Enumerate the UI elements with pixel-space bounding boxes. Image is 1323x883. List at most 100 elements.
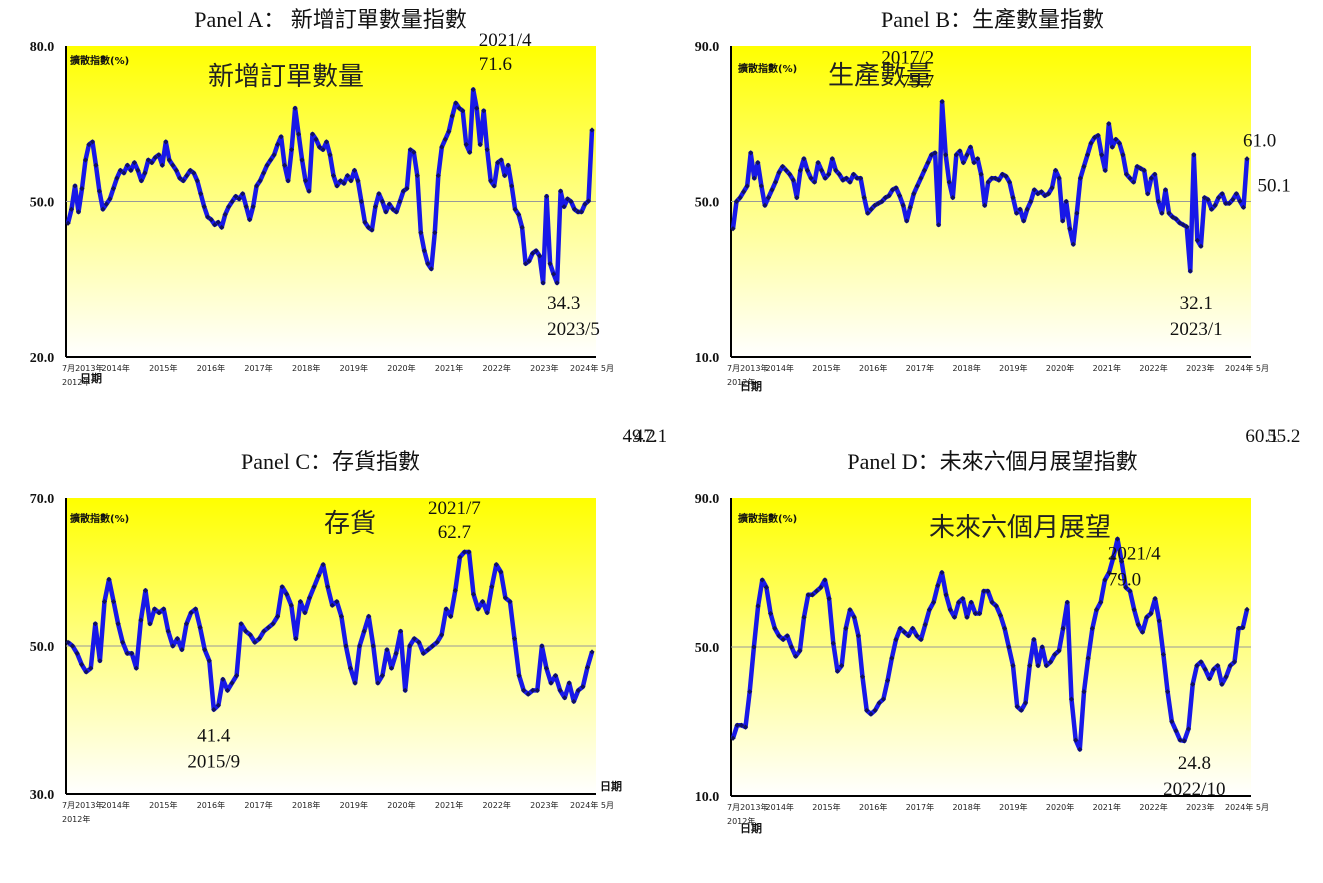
data-point [474,105,480,111]
data-point [925,160,931,166]
data-point [177,175,183,181]
data-point [548,680,554,686]
data-point [257,178,263,184]
data-point [404,185,410,192]
data-point [466,549,472,555]
data-point [880,696,887,702]
data-point [498,157,504,163]
data-point [1226,200,1232,207]
data-point [240,191,246,197]
data-point [89,139,96,145]
data-point [439,144,445,150]
data-point [208,217,214,223]
data-point [953,152,959,158]
data-point [1077,175,1083,181]
data-point [295,131,302,137]
data-point [432,230,438,236]
data-point [1173,728,1179,734]
data-point [288,147,295,153]
data-point [1114,536,1121,542]
y-tick-label: 90.0 [695,492,720,507]
data-point [316,573,322,579]
x-tick-label: 2023年 [530,800,558,810]
data-point [110,185,117,192]
data-point [566,680,572,686]
data-point [886,193,892,199]
data-point [900,202,906,208]
x-tick-label: 2020年 [387,363,415,373]
data-point [1109,144,1115,150]
data-point [776,169,782,175]
data-point [170,643,176,649]
data-point [1130,179,1137,185]
data-point [147,621,153,627]
data-point [1089,625,1095,631]
data-point [1219,681,1225,687]
x-tick-label: 2016年 [197,800,225,810]
data-point [1139,629,1146,635]
data-point [1236,625,1242,631]
data-point [996,177,1002,183]
data-point [1038,189,1044,195]
x-tick-label: 2016年 [197,363,225,373]
y-unit-label: 擴散指數(%) [70,54,129,67]
data-point [790,177,796,183]
x-tick-label: 2016年 [859,363,887,373]
data-point [974,156,981,162]
data-point [1184,224,1190,230]
data-point [1194,237,1200,243]
x-tick-label: 2017年 [244,363,272,373]
data-point [992,175,998,181]
data-point [971,160,977,166]
data-point [967,144,974,150]
panel-title: Panel D：未來六個月展望指數 [847,449,1138,474]
data-point [222,211,228,218]
x-tick-label: 2014年 [101,800,129,810]
data-point [939,569,945,576]
x-tick-label: 2023年 [530,363,558,373]
data-point [313,136,319,142]
data-point [1052,651,1058,658]
data-point [1210,666,1217,672]
annotation-date: 2015/9 [187,752,240,773]
y-tick-label: 80.0 [30,40,55,55]
x-tick-label: 2017年 [906,802,934,812]
annotation-value: 75.7 [901,72,934,93]
data-point [330,172,337,179]
data-point [776,633,782,639]
x-tick-label: 7月2013年 [62,363,103,373]
data-point [540,280,546,286]
data-point [512,206,518,212]
annotation-date: 2021/4 [479,30,532,51]
data-point [1003,173,1009,179]
data-point [911,191,917,197]
data-point [397,198,403,205]
data-point [1131,607,1137,613]
data-point [79,661,85,668]
data-point [443,606,449,612]
data-point [329,602,335,608]
inner-title: 存貨 [324,509,376,539]
data-point [1099,152,1105,158]
data-point [1006,644,1012,650]
data-point [1085,655,1091,661]
data-point [1180,222,1186,228]
annotation-value: 50.1 [1257,175,1290,196]
data-point [379,673,385,679]
data-point [822,175,828,181]
data-point [495,160,501,166]
data-point [191,170,197,176]
x-tick-label: 2020年 [1046,363,1074,373]
data-point [202,647,208,653]
data-point [1010,195,1016,201]
data-point [376,191,382,197]
data-point [416,639,422,645]
data-point [762,202,768,208]
data-point [737,195,743,201]
annotation-value: 79.0 [1108,569,1141,590]
data-point [285,178,291,184]
data-point [179,647,185,653]
data-point [429,643,436,649]
series-line [730,536,1250,752]
data-point [1039,644,1045,650]
